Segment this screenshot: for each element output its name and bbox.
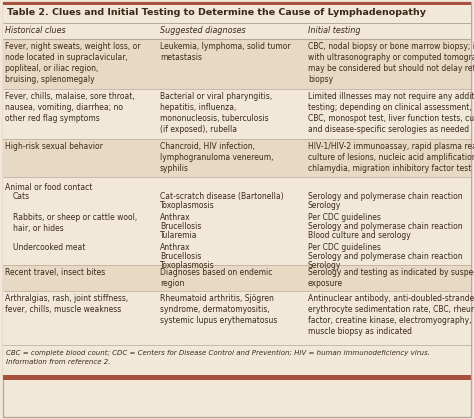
- Text: Rheumatoid arthritis, Sjögren
syndrome, dermatomyositis,
systemic lupus erythema: Rheumatoid arthritis, Sjögren syndrome, …: [160, 294, 277, 325]
- Bar: [3, 177, 471, 265]
- Text: Serology: Serology: [308, 261, 341, 270]
- Text: Leukemia, lymphoma, solid tumor
metastasis: Leukemia, lymphoma, solid tumor metastas…: [160, 42, 291, 62]
- Text: Blood culture and serology: Blood culture and serology: [308, 231, 411, 240]
- Text: Fever, night sweats, weight loss, or
node located in supraclavicular,
popliteal,: Fever, night sweats, weight loss, or nod…: [5, 42, 140, 84]
- Bar: [3, 265, 471, 291]
- Text: Limited illnesses may not require any additional
testing; depending on clinical : Limited illnesses may not require any ad…: [308, 92, 474, 134]
- Text: CBC, nodal biopsy or bone marrow biopsy; imaging
with ultrasonography or compute: CBC, nodal biopsy or bone marrow biopsy;…: [308, 42, 474, 84]
- Text: Tularemia: Tularemia: [160, 231, 198, 240]
- Text: Diagnoses based on endemic
region: Diagnoses based on endemic region: [160, 268, 273, 288]
- Text: High-risk sexual behavior: High-risk sexual behavior: [5, 142, 103, 151]
- Text: Fever, chills, malaise, sore throat,
nausea, vomiting, diarrhea; no
other red fl: Fever, chills, malaise, sore throat, nau…: [5, 92, 135, 123]
- Text: Serology and polymerase chain reaction: Serology and polymerase chain reaction: [308, 252, 463, 261]
- Text: Per CDC guidelines: Per CDC guidelines: [308, 243, 381, 252]
- Text: Brucellosis: Brucellosis: [160, 222, 201, 231]
- Text: Antinuclear antibody, anti-doubled-stranded DNA,
erythrocyte sedimentation rate,: Antinuclear antibody, anti-doubled-stran…: [308, 294, 474, 336]
- Bar: [3, 89, 471, 139]
- Text: Rabbits, or sheep or cattle wool,
hair, or hides: Rabbits, or sheep or cattle wool, hair, …: [13, 213, 137, 233]
- Bar: [3, 345, 471, 375]
- Bar: [3, 23, 471, 39]
- Text: Serology: Serology: [308, 201, 341, 210]
- Text: Suggested diagnoses: Suggested diagnoses: [160, 26, 246, 35]
- Text: Serology and testing as indicated by suspected
exposure: Serology and testing as indicated by sus…: [308, 268, 474, 288]
- Text: Arthralgias, rash, joint stiffness,
fever, chills, muscle weakness: Arthralgias, rash, joint stiffness, feve…: [5, 294, 128, 314]
- Text: Anthrax: Anthrax: [160, 213, 191, 222]
- Text: Per CDC guidelines: Per CDC guidelines: [308, 213, 381, 222]
- Text: Initial testing: Initial testing: [308, 26, 361, 35]
- Text: Chancroid, HIV infection,
lymphogranuloma venereum,
syphilis: Chancroid, HIV infection, lymphogranulom…: [160, 142, 273, 173]
- Bar: [3, 139, 471, 177]
- Text: Animal or food contact: Animal or food contact: [5, 183, 92, 192]
- Text: CBC = complete blood count; CDC = Centers for Disease Control and Prevention; HI: CBC = complete blood count; CDC = Center…: [6, 350, 430, 356]
- Text: Undercooked meat: Undercooked meat: [13, 243, 85, 252]
- Text: HIV-1/HIV-2 immunoassay, rapid plasma reagin,
culture of lesions, nucleic acid a: HIV-1/HIV-2 immunoassay, rapid plasma re…: [308, 142, 474, 173]
- Bar: [3, 2, 471, 5]
- Text: Brucellosis: Brucellosis: [160, 252, 201, 261]
- Bar: [3, 5, 471, 23]
- Text: Cat-scratch disease (Bartonella): Cat-scratch disease (Bartonella): [160, 192, 283, 201]
- Bar: [3, 291, 471, 345]
- Text: Historical clues: Historical clues: [5, 26, 65, 35]
- Text: Cats: Cats: [13, 192, 30, 201]
- Text: Toxoplasmosis: Toxoplasmosis: [160, 201, 215, 210]
- Text: Information from reference 2.: Information from reference 2.: [6, 359, 110, 365]
- Text: Toxoplasmosis: Toxoplasmosis: [160, 261, 215, 270]
- Bar: [3, 375, 471, 380]
- Text: Table 2. Clues and Initial Testing to Determine the Cause of Lymphadenopathy: Table 2. Clues and Initial Testing to De…: [7, 8, 426, 17]
- Text: Serology and polymerase chain reaction: Serology and polymerase chain reaction: [308, 222, 463, 231]
- Text: Serology and polymerase chain reaction: Serology and polymerase chain reaction: [308, 192, 463, 201]
- Bar: [3, 39, 471, 89]
- Text: Anthrax: Anthrax: [160, 243, 191, 252]
- Text: Recent travel, insect bites: Recent travel, insect bites: [5, 268, 105, 277]
- Text: Bacterial or viral pharyngitis,
hepatitis, influenza,
mononucleosis, tuberculosi: Bacterial or viral pharyngitis, hepatiti…: [160, 92, 272, 134]
